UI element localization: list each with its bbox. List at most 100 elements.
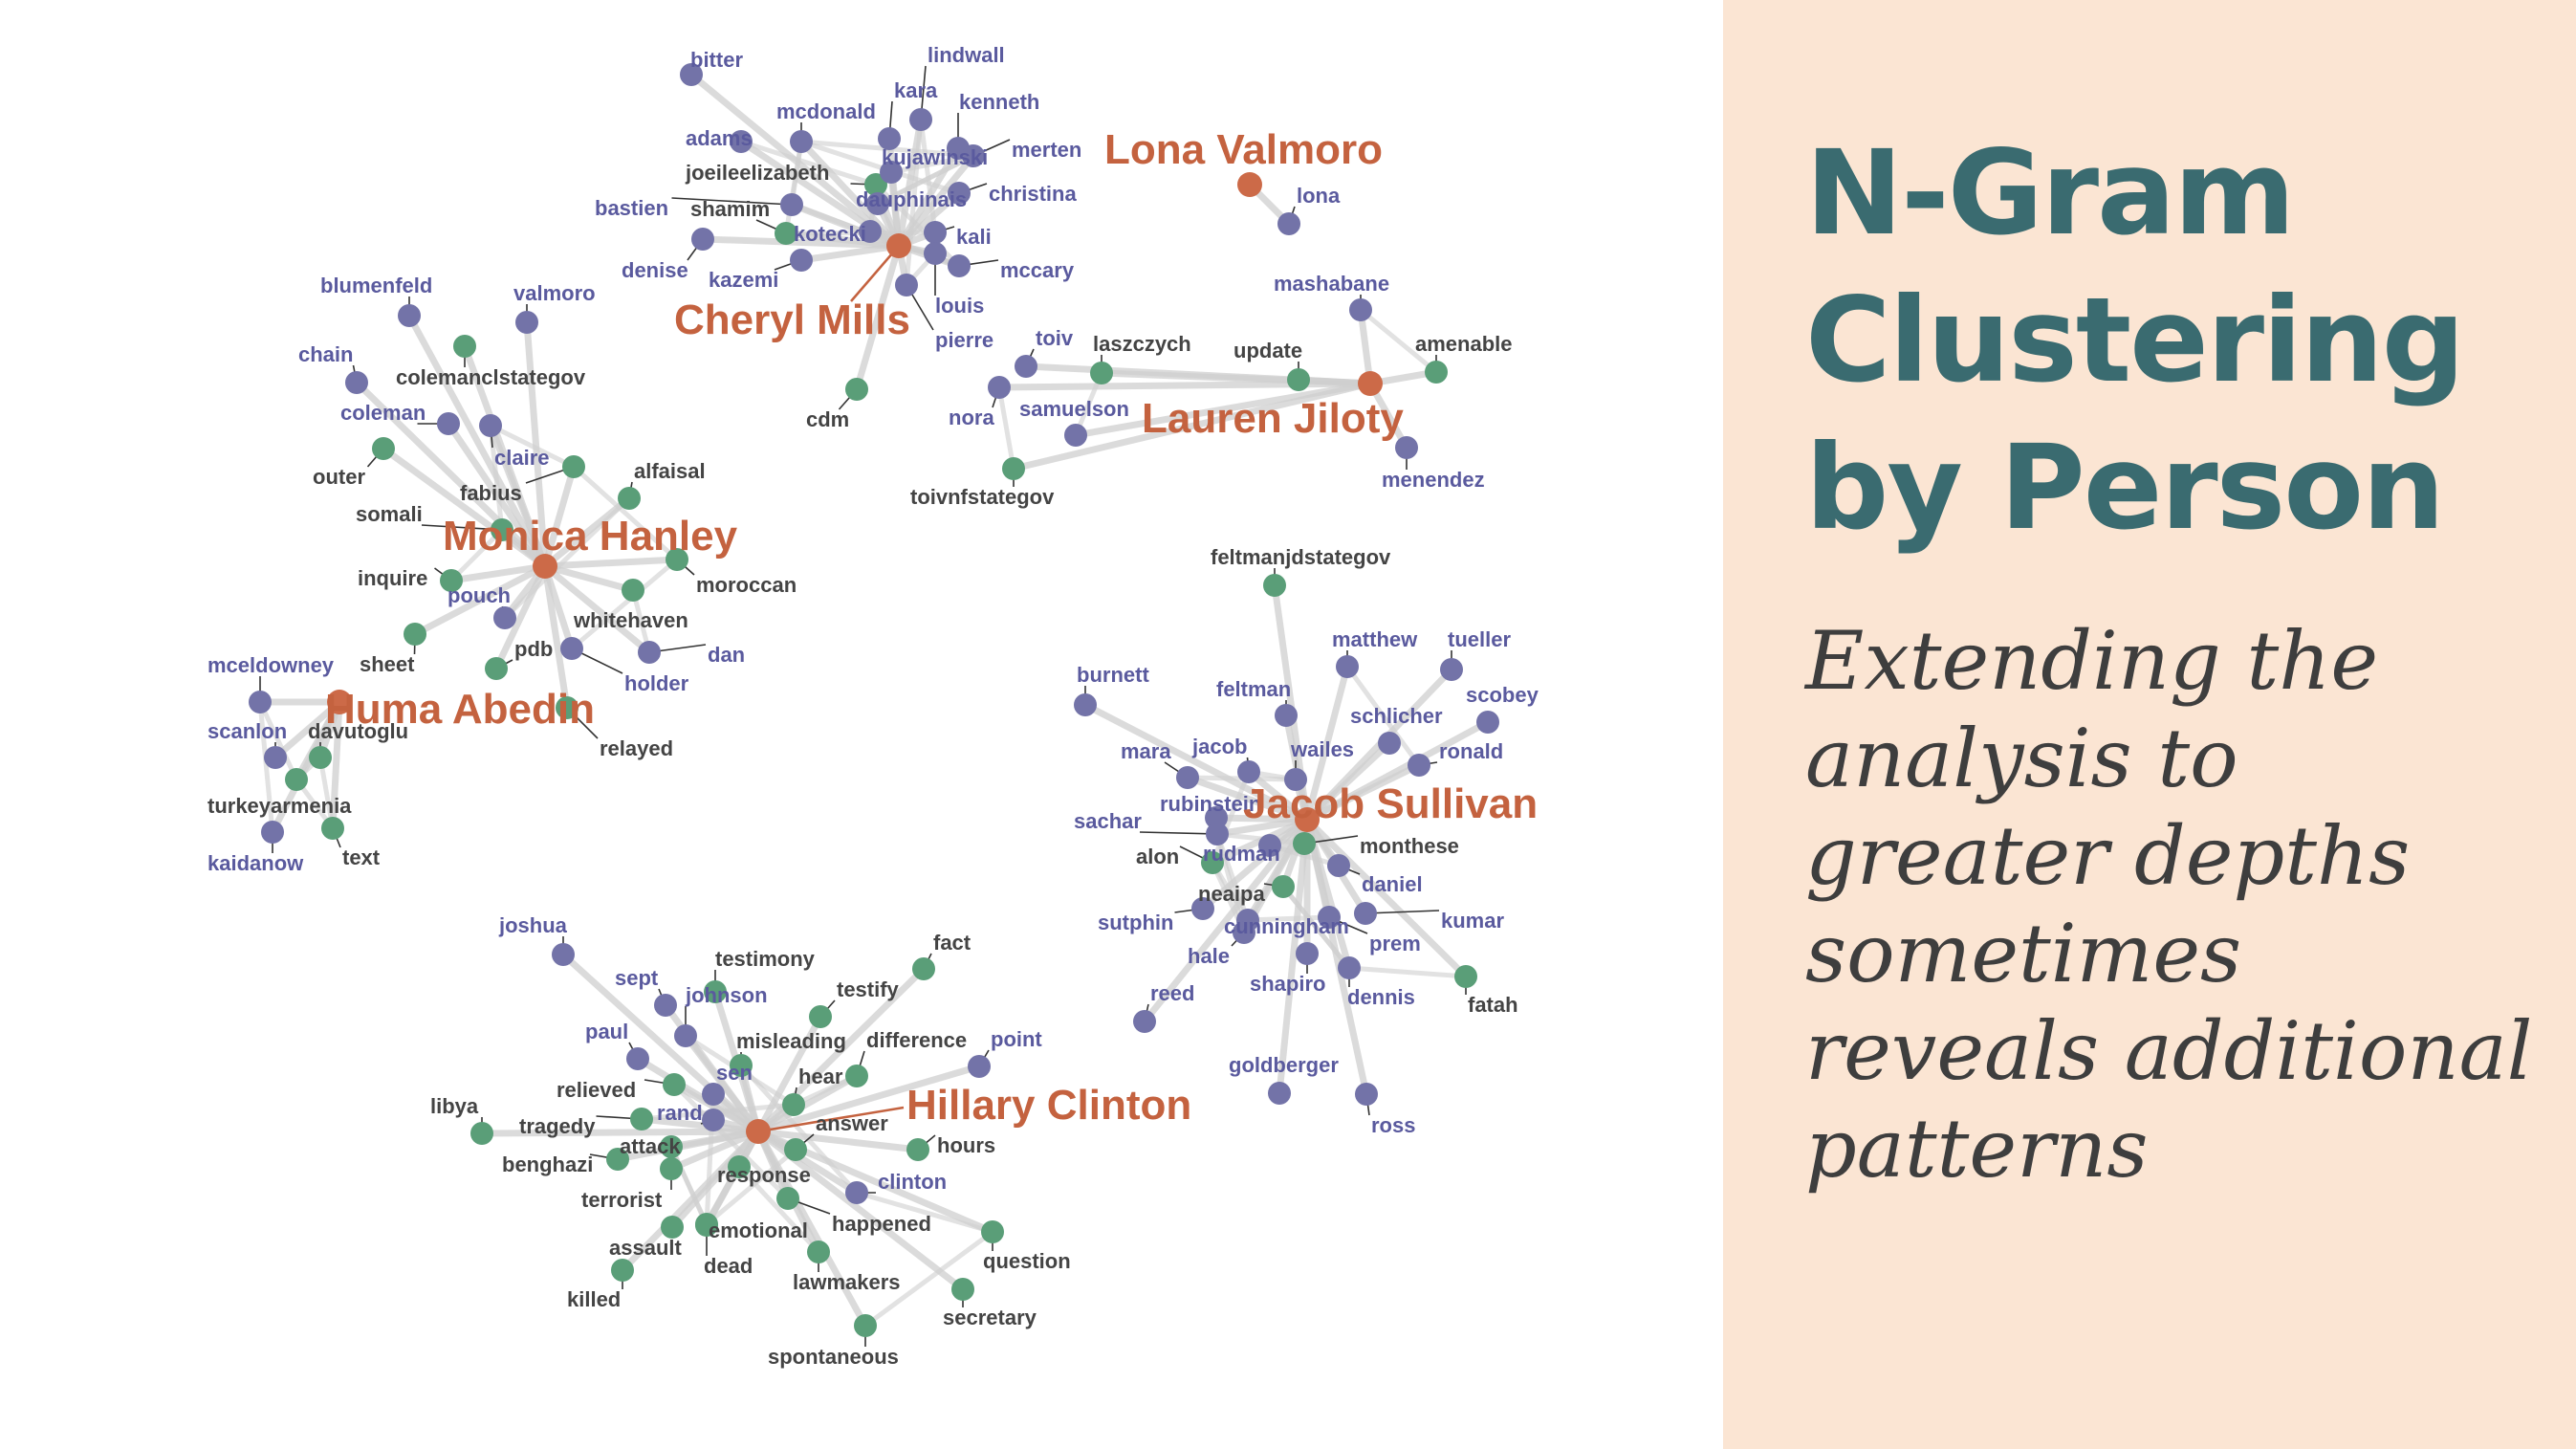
node-menendez bbox=[1395, 436, 1418, 459]
edge bbox=[704, 1147, 798, 1227]
node-neaipa bbox=[1272, 875, 1295, 898]
edge bbox=[272, 698, 343, 761]
person-node bbox=[746, 1119, 771, 1144]
person-node bbox=[1237, 172, 1262, 197]
node-happened bbox=[776, 1187, 799, 1210]
person-node bbox=[327, 690, 352, 714]
subtitle-line: reveals additional bbox=[1805, 1004, 2533, 1098]
node-answer bbox=[784, 1138, 807, 1161]
term-label: hear bbox=[798, 1065, 843, 1088]
edge bbox=[754, 1063, 983, 1135]
subtitle-line: sometimes bbox=[1805, 907, 2242, 1000]
term-label: kumar bbox=[1441, 909, 1504, 933]
node-feltmanjdstategov bbox=[1263, 574, 1286, 597]
term-label: monthese bbox=[1360, 834, 1459, 858]
subtitle-line: analysis to bbox=[1805, 712, 2238, 805]
edge bbox=[571, 464, 680, 562]
term-label: happened bbox=[832, 1212, 931, 1236]
term-label: point bbox=[991, 1027, 1042, 1051]
node-mashabane bbox=[1349, 298, 1372, 321]
term-label: alon bbox=[1136, 845, 1179, 868]
node-question bbox=[981, 1220, 1004, 1243]
term-label: valmoro bbox=[513, 281, 596, 305]
edge bbox=[996, 384, 1016, 472]
person-label: Lona Valmoro bbox=[1104, 126, 1383, 173]
term-label: rudman bbox=[1203, 842, 1280, 866]
term-label: jacob bbox=[1191, 735, 1247, 758]
ngram-network-diagram: bitter lindwall kara mcdonald kenneth adams me… bbox=[207, 43, 1539, 1369]
node-layer bbox=[249, 63, 1499, 1337]
edge bbox=[671, 1082, 791, 1201]
edge bbox=[995, 380, 1374, 391]
edge bbox=[1344, 664, 1422, 768]
title-line: by Person bbox=[1805, 420, 2445, 556]
term-label: wailes bbox=[1290, 737, 1354, 761]
node-attack bbox=[660, 1135, 683, 1158]
title-line: N-Gram bbox=[1805, 125, 2296, 261]
term-label: mashabane bbox=[1274, 272, 1389, 296]
term-label: adams bbox=[686, 126, 753, 150]
edge bbox=[875, 153, 976, 207]
node-blumenfeld bbox=[398, 304, 421, 327]
edge bbox=[541, 562, 571, 712]
person-label: Hillary Clinton bbox=[906, 1082, 1191, 1129]
term-label: scanlon bbox=[207, 719, 287, 743]
node-fact bbox=[912, 957, 935, 980]
term-label: joshua bbox=[498, 913, 568, 937]
node-sutphin bbox=[1191, 897, 1214, 920]
term-label: alfaisal bbox=[634, 459, 706, 483]
edge bbox=[488, 423, 577, 470]
edge bbox=[1199, 816, 1311, 912]
term-label: bitter bbox=[690, 48, 743, 72]
edge bbox=[1245, 914, 1332, 923]
edge bbox=[541, 463, 578, 570]
term-label: mara bbox=[1121, 739, 1171, 763]
term-label: killed bbox=[567, 1287, 621, 1311]
node-relieved bbox=[663, 1073, 686, 1096]
term-label: louis bbox=[935, 294, 984, 318]
node-cdm bbox=[845, 378, 868, 401]
edge bbox=[269, 698, 343, 836]
edge bbox=[541, 556, 681, 570]
node-alfaisal bbox=[618, 487, 641, 510]
edge bbox=[257, 699, 299, 782]
node-sept bbox=[654, 994, 677, 1017]
node-hale bbox=[1233, 921, 1255, 944]
node-sen bbox=[702, 1083, 725, 1106]
term-label: denise bbox=[622, 258, 688, 282]
edge bbox=[1303, 739, 1393, 823]
node-denise bbox=[691, 228, 714, 251]
node-fatah bbox=[1454, 965, 1477, 988]
term-label: feltmanjdstategov bbox=[1211, 545, 1391, 569]
node-valmoro bbox=[515, 311, 538, 334]
node-kali bbox=[924, 221, 947, 244]
term-label: lawmakers bbox=[793, 1270, 901, 1294]
edge bbox=[569, 557, 680, 651]
node-daniel bbox=[1327, 854, 1350, 877]
term-label: davutoglu bbox=[308, 719, 408, 743]
term-label: update bbox=[1233, 339, 1302, 362]
person-node bbox=[533, 554, 557, 579]
node-lindwall bbox=[909, 108, 932, 131]
node-text bbox=[321, 817, 344, 840]
term-label: testimony bbox=[715, 947, 816, 971]
person-label: Jacob Sullivan bbox=[1243, 780, 1538, 827]
node-lona bbox=[1277, 212, 1300, 235]
node-adams bbox=[730, 130, 753, 153]
term-label: fact bbox=[933, 931, 971, 955]
node-killed bbox=[611, 1259, 634, 1282]
edge bbox=[738, 139, 879, 187]
term-label: clinton bbox=[878, 1170, 947, 1194]
node-clinton bbox=[845, 1181, 868, 1204]
node-tragedy bbox=[630, 1108, 653, 1131]
node-difference bbox=[845, 1065, 868, 1087]
node-misleading bbox=[730, 1054, 753, 1077]
edge bbox=[1276, 816, 1311, 1097]
edge bbox=[699, 235, 903, 250]
node-update bbox=[1287, 368, 1310, 391]
node-hours bbox=[906, 1138, 929, 1161]
edge bbox=[448, 527, 505, 583]
term-label: moroccan bbox=[696, 573, 797, 597]
edge bbox=[405, 312, 549, 570]
node-mara bbox=[1176, 766, 1199, 789]
